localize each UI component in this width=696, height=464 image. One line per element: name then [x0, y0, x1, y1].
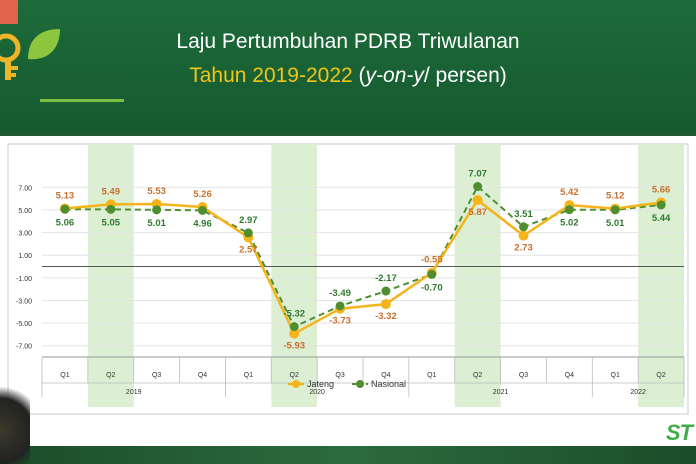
- nasional-data-label: -5.32: [283, 309, 305, 320]
- nasional-point: [60, 204, 70, 214]
- y-tick-label: 1.00: [18, 253, 32, 260]
- x-tick-label: Q3: [335, 372, 344, 379]
- jateng-line: [64, 198, 662, 336]
- jateng-data-label: 5.42: [560, 187, 579, 198]
- x-tick-label: Q2: [290, 372, 299, 379]
- x-tick-label: Q3: [152, 372, 161, 379]
- nasional-point: [473, 182, 483, 192]
- nasional-data-label: 5.06: [56, 217, 75, 228]
- page-title: Laju Pertumbuhan PDRB Triwulanan: [176, 30, 520, 53]
- x-tick-label: Q3: [519, 372, 528, 379]
- year-label: 2019: [126, 389, 142, 396]
- nasional-point: [381, 286, 391, 296]
- nasional-point: [106, 204, 116, 214]
- jateng-data-label: 2.73: [514, 243, 533, 254]
- chart-frame: [7, 143, 689, 415]
- nasional-point: [656, 200, 666, 210]
- x-tick-label: Q4: [381, 372, 390, 379]
- y-tick-label: 5.00: [18, 208, 32, 215]
- shaded-column: [87, 144, 134, 407]
- key-icon: [0, 0, 21, 80]
- year-label: 2021: [493, 389, 509, 396]
- nasional-point: [335, 301, 345, 311]
- jateng-point: [518, 230, 529, 241]
- legend-nasional-marker: [356, 380, 364, 388]
- jateng-data-label: -3.32: [375, 311, 397, 322]
- nasional-line: [64, 184, 662, 328]
- footer-band: [0, 446, 696, 464]
- nasional-data-label: 2.97: [239, 215, 258, 226]
- subtitle-year: Tahun 2019-2022: [189, 64, 353, 87]
- shaded-column: [638, 144, 684, 407]
- year-label: 2022: [630, 389, 646, 396]
- header-accent-line: [40, 99, 124, 102]
- nasional-data-label: -0.70: [421, 282, 443, 293]
- leaf-icon: [28, 29, 60, 60]
- subtitle-unit: / persen): [423, 64, 507, 87]
- subtitle-paren: (: [352, 64, 366, 87]
- jateng-data-label: 5.66: [652, 184, 671, 195]
- legend-jateng-label: Jateng: [307, 379, 334, 389]
- subtitle-yoy: y-on-y: [365, 64, 424, 87]
- jateng-data-label: 5.53: [147, 186, 166, 197]
- jateng-data-label: 5.13: [56, 190, 75, 201]
- y-tick-label: 3.00: [18, 231, 32, 238]
- nasional-point: [519, 222, 528, 232]
- jateng-data-label: 5.12: [606, 191, 625, 202]
- nasional-point: [564, 205, 574, 215]
- jateng-data-label: 2.57: [239, 244, 258, 255]
- jateng-data-label: -0.55: [421, 255, 443, 266]
- nasional-point: [198, 205, 207, 215]
- jateng-data-label: -5.93: [283, 341, 305, 352]
- y-tick-label: -7.00: [16, 344, 32, 351]
- header-banner: Laju Pertumbuhan PDRB Triwulanan Tahun 2…: [0, 0, 696, 132]
- x-tick-label: Q1: [611, 372, 620, 379]
- y-tick-label: 7.00: [18, 185, 32, 192]
- nasional-point: [152, 205, 162, 215]
- nasional-data-label: 5.02: [560, 218, 579, 229]
- footer-decoration: [0, 380, 30, 464]
- nasional-data-label: 3.51: [514, 209, 533, 220]
- jateng-data-label: 5.26: [193, 189, 212, 200]
- nasional-data-label: 4.96: [193, 218, 212, 229]
- chart: 7.00 5.00 3.00 1.00 -1.00 -3.00 -5.00 -7.00 Q1 Q2…: [7, 143, 689, 415]
- nasional-data-label: 5.05: [102, 217, 121, 228]
- shaded-column: [271, 144, 318, 407]
- x-tick-label: Q1: [427, 372, 436, 379]
- jateng-point: [472, 195, 483, 206]
- chart-panel: 7.00 5.00 3.00 1.00 -1.00 -3.00 -5.00 -7.00 Q1 Q2…: [0, 136, 696, 446]
- nasional-point: [610, 205, 620, 215]
- jateng-point: [289, 328, 300, 339]
- nasional-point: [289, 322, 299, 332]
- jateng-point: [380, 299, 391, 310]
- y-tick-label: -3.00: [16, 298, 32, 305]
- y-tick-label: -5.00: [16, 321, 32, 328]
- legend-jateng-marker: [292, 380, 300, 388]
- jateng-data-label: -3.73: [329, 316, 351, 327]
- x-tick-label: Q1: [244, 372, 253, 379]
- jateng-data-label: 5.87: [468, 207, 487, 218]
- year-label: 2020: [309, 389, 325, 396]
- legend-nasional-label: Nasional: [371, 379, 406, 389]
- brand-logo: ST: [665, 420, 693, 445]
- y-tick-label: -1.00: [16, 276, 32, 283]
- page-subtitle: Tahun 2019-2022 (y-on-y/ persen): [0, 64, 696, 88]
- nasional-point: [427, 269, 437, 279]
- nasional-data-label: 5.01: [606, 218, 625, 229]
- x-tick-label: Q2: [473, 372, 482, 379]
- x-tick-label: Q2: [656, 372, 665, 379]
- nasional-data-label: -2.17: [375, 273, 397, 284]
- nasional-point: [243, 228, 253, 238]
- x-tick-label: Q1: [60, 372, 69, 379]
- x-tick-label: Q4: [198, 372, 207, 379]
- x-tick-label: Q2: [106, 372, 115, 379]
- jateng-data-label: 5.49: [102, 186, 121, 197]
- nasional-data-label: 5.44: [652, 213, 671, 224]
- nasional-data-label: 7.07: [468, 169, 487, 180]
- nasional-data-label: -3.49: [329, 288, 351, 299]
- nasional-data-label: 5.01: [147, 218, 166, 229]
- x-tick-label: Q4: [565, 372, 574, 379]
